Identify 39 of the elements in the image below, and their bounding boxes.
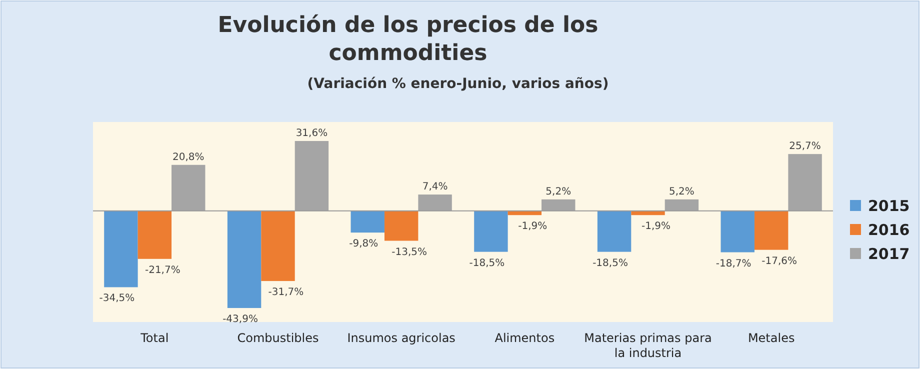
bar (720, 210, 754, 252)
legend-label: 2017 (868, 245, 910, 263)
chart-title: Evolución de los precios de los commodities (218, 13, 598, 66)
data-label: -18,7% (716, 258, 752, 270)
data-label: -1,9% (518, 221, 548, 232)
data-label: -34,5% (99, 293, 135, 304)
x-tick-label: Combustibles (237, 331, 319, 345)
legend-label: 2016 (868, 221, 910, 239)
x-tick-label: Total (140, 331, 169, 345)
data-label: -18,5% (592, 258, 628, 269)
data-label: -43,9% (222, 314, 258, 325)
data-label: 5,2% (669, 186, 694, 198)
data-label: -9,8% (349, 238, 378, 250)
bar (597, 210, 632, 252)
x-tick-label: Materias primas para la industria (584, 331, 712, 360)
data-label: -18,5% (469, 258, 505, 269)
bar (474, 210, 508, 252)
x-tick-label: Insumos agricolas (347, 331, 456, 345)
data-label: 20,8% (172, 152, 204, 163)
data-label: -1,9% (641, 221, 671, 232)
x-tick-label: Metales (748, 331, 795, 345)
data-label: 31,6% (296, 128, 328, 139)
bar (227, 210, 262, 308)
bar (138, 210, 172, 259)
bar (384, 210, 418, 241)
data-label: -17,6% (762, 256, 798, 267)
data-label: -31,7% (268, 287, 304, 298)
bar (350, 210, 384, 233)
chart-subtitle: (Variación % enero-Junio, varios años) (307, 76, 609, 92)
x-tick-label: Alimentos (494, 331, 555, 345)
data-label: -21,7% (144, 264, 180, 276)
data-label: 5,2% (546, 186, 572, 198)
bar (104, 210, 138, 288)
data-label: 7,4% (422, 182, 448, 193)
bar (261, 210, 295, 282)
legend-label: 2015 (868, 197, 910, 215)
bar (754, 210, 788, 250)
data-label: -13,5% (392, 246, 428, 258)
data-label: 25,7% (789, 141, 821, 152)
